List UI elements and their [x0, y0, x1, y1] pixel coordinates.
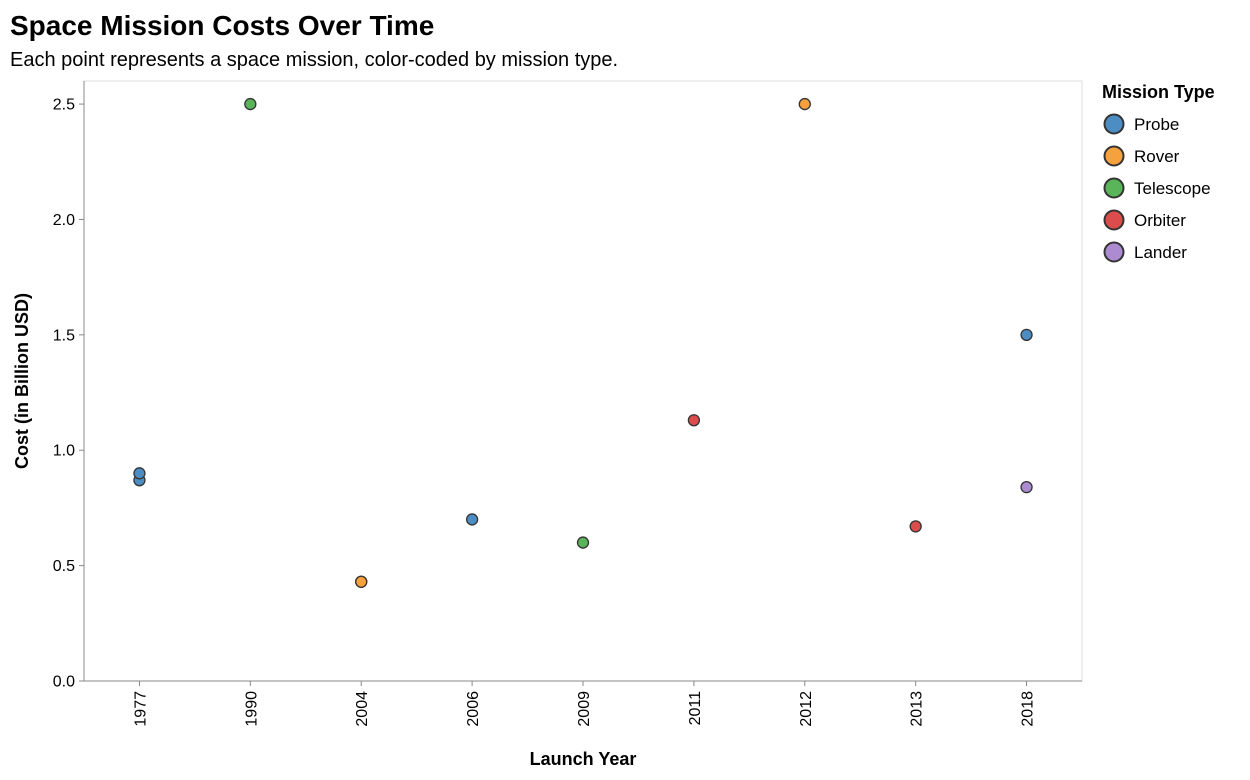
- x-tick-label: 2018: [1020, 691, 1037, 727]
- y-axis-title: Cost (in Billion USD): [12, 293, 32, 469]
- legend-symbol: [1103, 113, 1125, 135]
- y-axis: 0.0 0.5 1.0 1.5 2.0 2.5: [53, 81, 85, 691]
- legend-symbol: [1103, 177, 1125, 199]
- y-tick-label: 0.5: [53, 558, 75, 575]
- legend-symbol: [1103, 209, 1125, 231]
- data-point: [576, 536, 590, 549]
- data-point: [687, 414, 701, 427]
- y-tick-label: 2.5: [53, 97, 75, 114]
- x-tick-label: 1990: [243, 691, 260, 727]
- x-tick-label: 2013: [909, 691, 926, 727]
- chart-subtitle: Each point represents a space mission, c…: [10, 49, 618, 71]
- data-point: [1020, 481, 1033, 494]
- legend-symbol: [1103, 145, 1125, 167]
- y-tick-label: 1.5: [53, 327, 75, 344]
- data-point: [798, 97, 811, 111]
- chart-title: Space Mission Costs Over Time: [10, 10, 434, 41]
- x-tick-label: 2004: [354, 691, 371, 727]
- data-point: [133, 467, 146, 480]
- legend-label: Orbiter: [1134, 211, 1186, 230]
- y-tick-label: 2.0: [53, 212, 75, 229]
- x-tick-label: 2006: [465, 691, 482, 727]
- data-point: [244, 97, 257, 111]
- legend-symbol: [1103, 241, 1125, 263]
- data-points: [133, 97, 1033, 588]
- plot-area: [83, 80, 1083, 682]
- data-point: [465, 513, 479, 526]
- data-point: [355, 575, 368, 588]
- x-axis: 1977 1990 2004 2006 2009 2011 2012 2013 2018: [84, 680, 1082, 727]
- data-point: [909, 520, 922, 533]
- x-tick-label: 2009: [576, 691, 593, 727]
- x-tick-label: 1977: [132, 691, 149, 727]
- legend-label: Lander: [1134, 243, 1187, 262]
- legend-title: Mission Type: [1102, 82, 1215, 102]
- legend: Mission Type Probe Rover Telescope Orbiter L…: [1102, 82, 1215, 263]
- legend-label: Telescope: [1134, 179, 1211, 198]
- legend-label: Probe: [1134, 115, 1179, 134]
- y-tick-label: 1.0: [53, 443, 75, 460]
- legend-label: Rover: [1134, 147, 1180, 166]
- y-tick-label: 0.0: [53, 674, 75, 691]
- x-tick-label: 2011: [687, 691, 704, 726]
- x-axis-title: Launch Year: [530, 749, 637, 769]
- data-point: [1020, 328, 1033, 341]
- x-tick-label: 2012: [798, 691, 815, 727]
